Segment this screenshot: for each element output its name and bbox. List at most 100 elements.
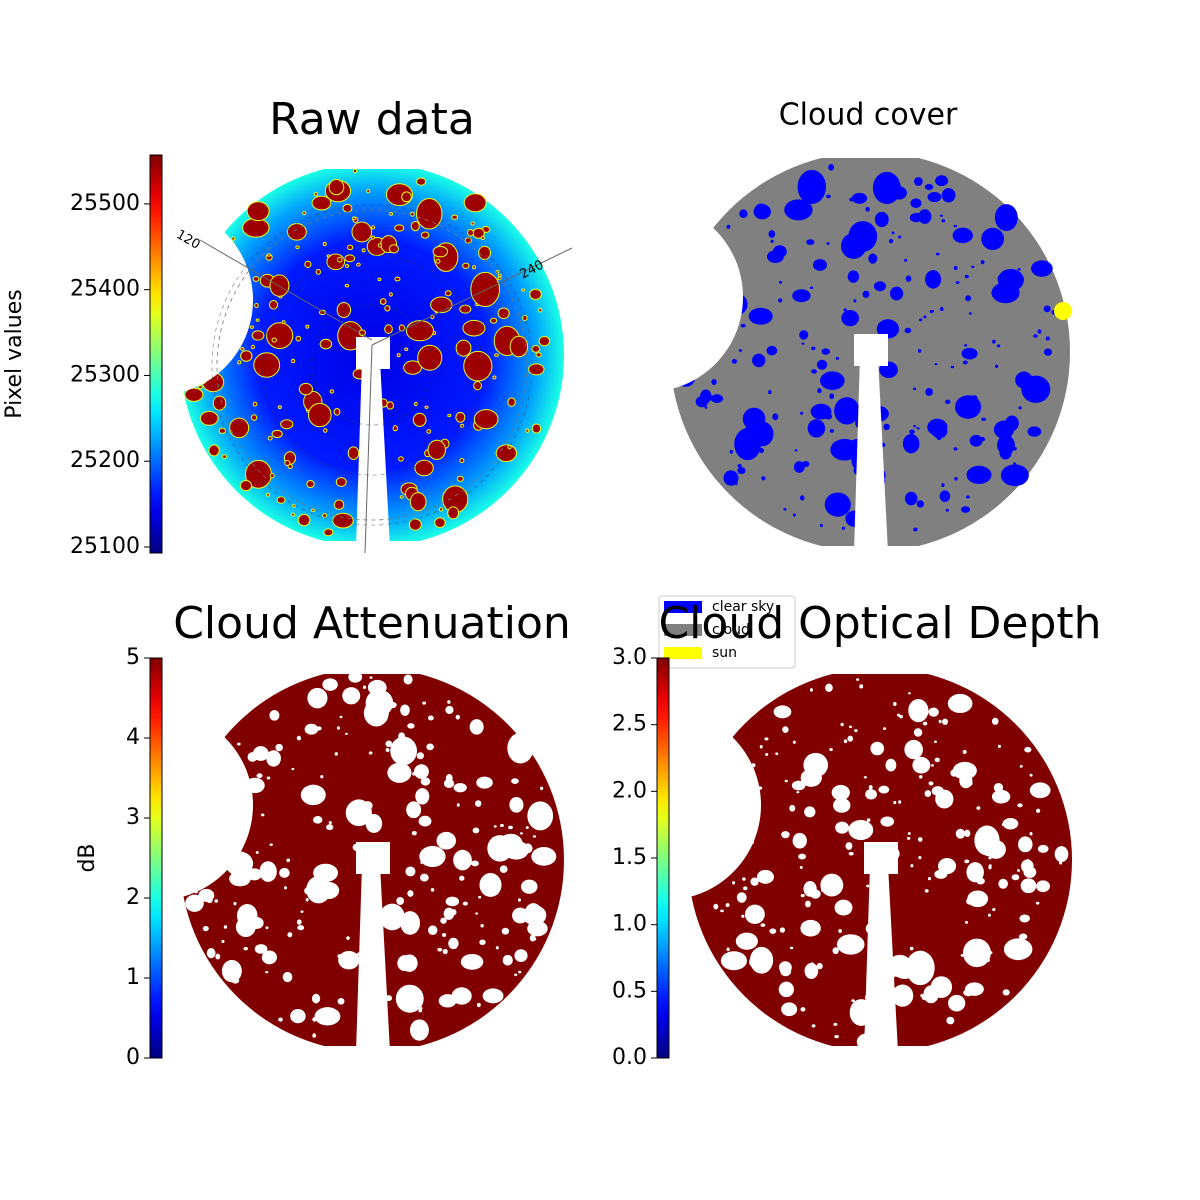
sky-blob [878,785,890,794]
sky-blob [805,900,811,908]
sky-blob [411,830,417,836]
colorbar-tick-label: 5 [126,645,140,670]
sky-blob [976,806,981,810]
sky-blob [995,364,999,369]
colorbar [149,657,163,1059]
sky-blob [955,395,982,419]
sky-blob [826,242,830,245]
colorbar-label: Pixel values [2,289,27,418]
sky-blob [507,397,516,407]
sky-blob [339,715,343,719]
sky-blob [337,256,343,263]
sky-blob [398,732,406,741]
sky-blob [964,920,968,924]
sky-blob [831,784,850,801]
sky-blob [1018,836,1033,853]
sky-blob [923,985,939,1004]
sky-blob [806,239,815,245]
sky-blob [800,768,822,787]
sky-blob [781,831,790,839]
sky-blob [834,899,853,916]
sky-blob [416,752,424,760]
sky-blob [277,405,282,409]
sky-blob [522,905,547,926]
sky-blob [876,319,900,339]
sky-blob [955,281,960,284]
sky-blob [914,177,923,186]
sky-blob [800,1007,806,1012]
sky-blob [917,837,923,842]
sky-blob [794,449,798,452]
sky-blob [296,735,302,741]
sky-blob [329,389,335,394]
sky-blob [809,688,813,692]
sky-blob [426,743,434,751]
sky-blob [935,175,949,187]
sky-blob [318,881,340,899]
sky-blob [910,198,922,209]
mask-notch [670,204,743,390]
sky-blob [931,424,948,439]
sky-blob [764,737,769,741]
sky-blob [344,264,350,268]
sky-blob [453,782,467,793]
sky-blob [223,925,228,929]
sky-blob [333,499,345,510]
sky-blob [259,861,277,882]
sky-blob [422,701,426,705]
sky-blob [240,347,245,351]
sky-blob [302,211,307,216]
sky-blob [829,747,833,752]
sky-blob [430,887,435,892]
sky-blob [511,778,519,784]
sky-blob [252,746,269,761]
sky-blob [797,169,827,204]
colorbar-tick-label: 0.0 [612,1045,647,1070]
colorbar-tick-label: 2.0 [612,778,647,803]
sky-blob [1043,305,1051,313]
sky-blob [992,907,996,912]
sky-blob [851,999,855,1003]
sky-blob [459,304,472,314]
sky-blob [910,864,914,868]
sky-image [180,674,564,1046]
sky-blob [821,887,825,893]
sky-blob [941,188,956,203]
sky-blob [829,393,835,400]
sky-blob [282,971,293,983]
sky-blob [916,427,920,430]
sky-blob [316,726,322,731]
sky-blob [527,801,554,831]
sky-blob [1054,846,1069,863]
sky-blob [307,687,328,709]
sky-blob [420,861,424,864]
sky-blob [533,937,537,941]
sky-blob [495,444,518,463]
sky-blob [385,747,390,752]
sky-blob [799,330,809,340]
sky-blob [953,447,958,451]
sky-blob [902,434,920,454]
sky-blob [938,719,942,724]
sky-blob [525,826,529,829]
sky-blob [941,483,945,487]
sky-blob [403,674,413,685]
sky-blob [229,417,250,439]
sky-blob [543,820,549,825]
sky-blob [346,244,354,251]
sky-blob [981,227,1005,251]
sky-blob [966,862,984,883]
sky-blob [905,950,935,986]
sky-blob [880,816,895,827]
sky-blob [964,859,970,864]
sky-blob [933,740,937,744]
sky-blob [750,877,759,886]
sky-blob [976,874,980,878]
sky-blob [1016,869,1021,872]
sky-blob [304,260,312,268]
sky-blob [400,704,410,716]
panel-title: Cloud Attenuation [173,598,571,649]
sky-blob [993,782,1004,793]
sky-blob [740,426,761,447]
colorbar-label: dB [75,843,100,872]
